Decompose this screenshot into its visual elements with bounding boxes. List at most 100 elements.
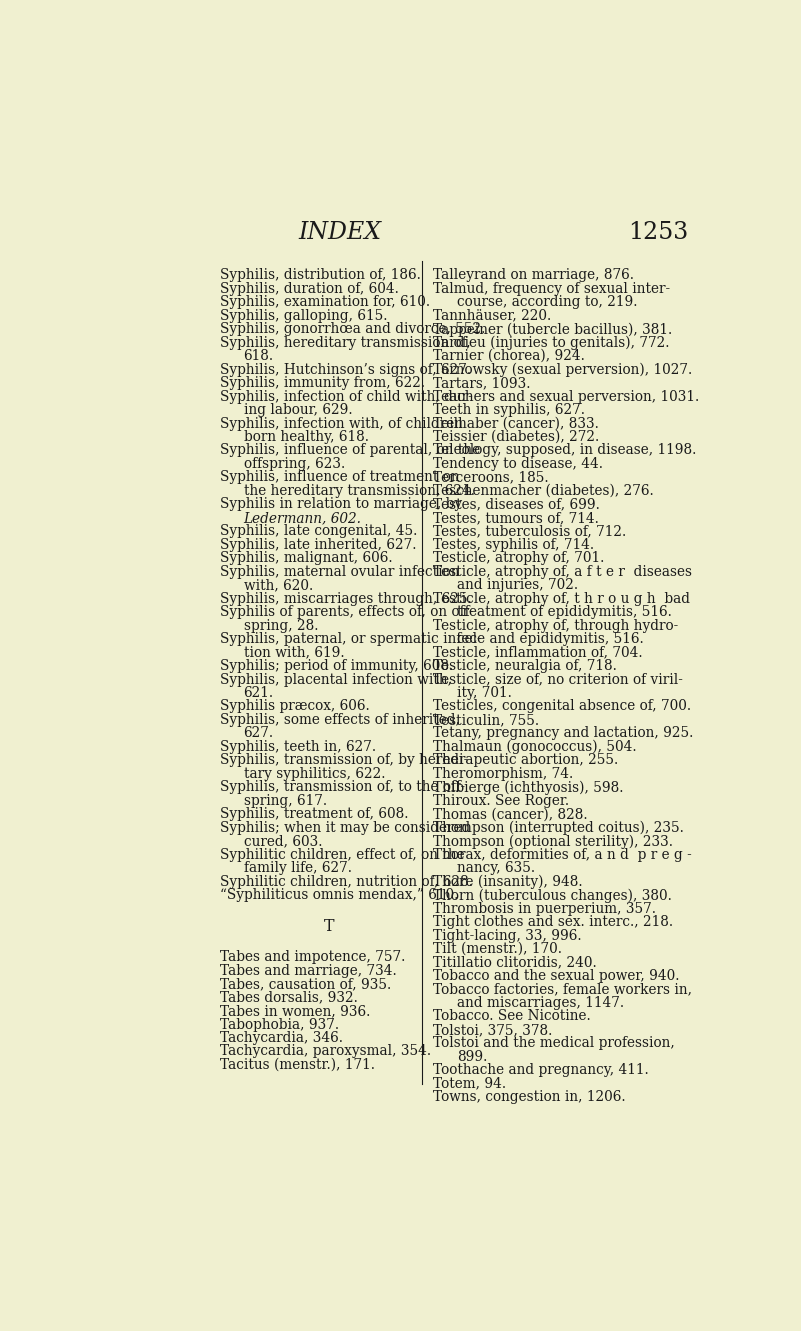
Text: Testicle, atrophy of, t h r o u g h  bad: Testicle, atrophy of, t h r o u g h bad <box>433 592 690 606</box>
Text: Thompson (interrupted coitus), 235.: Thompson (interrupted coitus), 235. <box>433 821 684 835</box>
Text: Teachers and sexual perversion, 1031.: Teachers and sexual perversion, 1031. <box>433 390 699 403</box>
Text: cured, 603.: cured, 603. <box>244 835 322 848</box>
Text: course, according to, 219.: course, according to, 219. <box>457 295 637 309</box>
Text: Syphilis, Hutchinson’s signs of, 627.: Syphilis, Hutchinson’s signs of, 627. <box>220 362 471 377</box>
Text: Syphilis, influence of treatment on: Syphilis, influence of treatment on <box>220 470 460 484</box>
Text: tary syphilitics, 622.: tary syphilitics, 622. <box>244 767 385 781</box>
Text: Syphilis, transmission of, to the off-: Syphilis, transmission of, to the off- <box>220 780 465 795</box>
Text: T: T <box>324 918 334 934</box>
Text: Syphilis, galloping, 615.: Syphilis, galloping, 615. <box>220 309 388 322</box>
Text: Thorax, deformities of, a n d  p r e g -: Thorax, deformities of, a n d p r e g - <box>433 848 692 861</box>
Text: Toothache and pregnancy, 411.: Toothache and pregnancy, 411. <box>433 1063 649 1077</box>
Text: Testicle, atrophy of, a f t e r  diseases: Testicle, atrophy of, a f t e r diseases <box>433 564 692 579</box>
Text: Testes, diseases of, 699.: Testes, diseases of, 699. <box>433 498 600 511</box>
Text: Theromorphism, 74.: Theromorphism, 74. <box>433 767 574 781</box>
Text: 899.: 899. <box>457 1050 487 1063</box>
Text: cele and epididymitis, 516.: cele and epididymitis, 516. <box>457 632 643 646</box>
Text: Thore (insanity), 948.: Thore (insanity), 948. <box>433 874 583 889</box>
Text: Syphilis, paternal, or spermatic infec-: Syphilis, paternal, or spermatic infec- <box>220 632 482 646</box>
Text: Talleyrand on marriage, 876.: Talleyrand on marriage, 876. <box>433 269 634 282</box>
Text: Ledermann, 602.: Ledermann, 602. <box>244 511 361 524</box>
Text: Testes, tumours of, 714.: Testes, tumours of, 714. <box>433 511 599 524</box>
Text: with, 620.: with, 620. <box>244 578 312 592</box>
Text: Tarnowsky (sexual perversion), 1027.: Tarnowsky (sexual perversion), 1027. <box>433 362 693 377</box>
Text: Syphilis; period of immunity, 608.: Syphilis; period of immunity, 608. <box>220 659 453 673</box>
Text: Syphilis, late congenital, 45.: Syphilis, late congenital, 45. <box>220 524 417 538</box>
Text: Syphilis in relation to marriage, by: Syphilis in relation to marriage, by <box>220 498 462 511</box>
Text: Talmud, frequency of sexual inter-: Talmud, frequency of sexual inter- <box>433 282 670 295</box>
Text: Tacitus (menstr.), 171.: Tacitus (menstr.), 171. <box>220 1058 375 1071</box>
Text: offspring, 623.: offspring, 623. <box>244 457 344 471</box>
Text: Teissier (diabetes), 272.: Teissier (diabetes), 272. <box>433 430 600 445</box>
Text: Syphilis, some effects of inherited,: Syphilis, some effects of inherited, <box>220 713 460 727</box>
Text: 627.: 627. <box>244 727 274 740</box>
Text: Syphilis, malignant, 606.: Syphilis, malignant, 606. <box>220 551 392 566</box>
Text: Syphilis, maternal ovular infection: Syphilis, maternal ovular infection <box>220 564 460 579</box>
Text: spring, 28.: spring, 28. <box>244 619 318 632</box>
Text: Thompson (optional sterility), 233.: Thompson (optional sterility), 233. <box>433 835 674 849</box>
Text: Tabophobia, 937.: Tabophobia, 937. <box>220 1017 340 1032</box>
Text: Tolstoi and the medical profession,: Tolstoi and the medical profession, <box>433 1037 675 1050</box>
Text: Tachycardia, 346.: Tachycardia, 346. <box>220 1032 344 1045</box>
Text: Teilhaber (cancer), 833.: Teilhaber (cancer), 833. <box>433 417 599 430</box>
Text: INDEX: INDEX <box>299 221 382 245</box>
Text: the hereditary transmission, 624.: the hereditary transmission, 624. <box>244 484 474 498</box>
Text: Thomas (cancer), 828.: Thomas (cancer), 828. <box>433 808 588 821</box>
Text: Thibierge (ichthyosis), 598.: Thibierge (ichthyosis), 598. <box>433 780 624 795</box>
Text: Testicle, neuralgia of, 718.: Testicle, neuralgia of, 718. <box>433 659 618 673</box>
Text: Tannhäuser, 220.: Tannhäuser, 220. <box>433 309 552 322</box>
Text: Teeth in syphilis, 627.: Teeth in syphilis, 627. <box>433 403 586 417</box>
Text: “Syphiliticus omnis mendax,” 610.: “Syphiliticus omnis mendax,” 610. <box>220 888 459 902</box>
Text: Tabes in women, 936.: Tabes in women, 936. <box>220 1004 371 1018</box>
Text: Syphilitic children, nutrition of, 628.: Syphilitic children, nutrition of, 628. <box>220 874 473 889</box>
Text: Teleology, supposed, in disease, 1198.: Teleology, supposed, in disease, 1198. <box>433 443 697 458</box>
Text: born healthy, 618.: born healthy, 618. <box>244 430 368 445</box>
Text: ing labour, 629.: ing labour, 629. <box>244 403 352 417</box>
Text: Tolstoi, 375, 378.: Tolstoi, 375, 378. <box>433 1024 553 1037</box>
Text: spring, 617.: spring, 617. <box>244 793 327 808</box>
Text: Tartars, 1093.: Tartars, 1093. <box>433 377 531 390</box>
Text: Syphilis, gonorrhœa and divorce, 552.: Syphilis, gonorrhœa and divorce, 552. <box>220 322 485 337</box>
Text: Towns, congestion in, 1206.: Towns, congestion in, 1206. <box>433 1090 626 1105</box>
Text: 1253: 1253 <box>628 221 688 245</box>
Text: Thalmaun (gonococcus), 504.: Thalmaun (gonococcus), 504. <box>433 740 637 755</box>
Text: Testicle, size of, no criterion of viril-: Testicle, size of, no criterion of viril… <box>433 672 683 687</box>
Text: Testes, syphilis of, 714.: Testes, syphilis of, 714. <box>433 538 594 552</box>
Text: Testicle, atrophy of, 701.: Testicle, atrophy of, 701. <box>433 551 605 566</box>
Text: and injuries, 702.: and injuries, 702. <box>457 578 578 592</box>
Text: Thorn (tuberculous changes), 380.: Thorn (tuberculous changes), 380. <box>433 888 672 902</box>
Text: Syphilis, examination for, 610.: Syphilis, examination for, 610. <box>220 295 430 309</box>
Text: Syphilis, hereditary transmission of,: Syphilis, hereditary transmission of, <box>220 335 471 350</box>
Text: Tight-lacing, 33, 996.: Tight-lacing, 33, 996. <box>433 929 582 942</box>
Text: Syphilis of parents, effects of, on off-: Syphilis of parents, effects of, on off- <box>220 606 474 619</box>
Text: Syphilis, placental infection with,: Syphilis, placental infection with, <box>220 672 453 687</box>
Text: Therapeutic abortion, 255.: Therapeutic abortion, 255. <box>433 753 618 768</box>
Text: treatment of epididymitis, 516.: treatment of epididymitis, 516. <box>457 606 671 619</box>
Text: Tarnier (chorea), 924.: Tarnier (chorea), 924. <box>433 349 586 363</box>
Text: Syphilis, late inherited, 627.: Syphilis, late inherited, 627. <box>220 538 417 552</box>
Text: Syphilis, distribution of, 186.: Syphilis, distribution of, 186. <box>220 269 421 282</box>
Text: Tobacco factories, female workers in,: Tobacco factories, female workers in, <box>433 982 692 997</box>
Text: Tachycardia, paroxysmal, 354.: Tachycardia, paroxysmal, 354. <box>220 1045 432 1058</box>
Text: Syphilis, infection with, of children: Syphilis, infection with, of children <box>220 417 463 430</box>
Text: Tabes and impotence, 757.: Tabes and impotence, 757. <box>220 950 405 964</box>
Text: Syphilis, duration of, 604.: Syphilis, duration of, 604. <box>220 282 399 295</box>
Text: Syphilis, immunity from, 622.: Syphilis, immunity from, 622. <box>220 377 425 390</box>
Text: Syphilis, miscarriages through, 625.: Syphilis, miscarriages through, 625. <box>220 592 472 606</box>
Text: Totem, 94.: Totem, 94. <box>433 1077 506 1091</box>
Text: Syphilis, transmission of, by heredi-: Syphilis, transmission of, by heredi- <box>220 753 469 768</box>
Text: Teschenmacher (diabetes), 276.: Teschenmacher (diabetes), 276. <box>433 484 654 498</box>
Text: Syphilis, treatment of, 608.: Syphilis, treatment of, 608. <box>220 808 409 821</box>
Text: Testiculin, 755.: Testiculin, 755. <box>433 713 540 727</box>
Text: Tilt (menstr.), 170.: Tilt (menstr.), 170. <box>433 942 562 956</box>
Text: family life, 627.: family life, 627. <box>244 861 352 876</box>
Text: Tendency to disease, 44.: Tendency to disease, 44. <box>433 457 603 471</box>
Text: ity, 701.: ity, 701. <box>457 685 512 700</box>
Text: Testicle, atrophy of, through hydro-: Testicle, atrophy of, through hydro- <box>433 619 678 632</box>
Text: and miscarriages, 1147.: and miscarriages, 1147. <box>457 996 624 1010</box>
Text: Tabes dorsalis, 932.: Tabes dorsalis, 932. <box>220 990 358 1005</box>
Text: nancy, 635.: nancy, 635. <box>457 861 535 876</box>
Text: Testes, tuberculosis of, 712.: Testes, tuberculosis of, 712. <box>433 524 626 538</box>
Text: Tabes and marriage, 734.: Tabes and marriage, 734. <box>220 964 397 977</box>
Text: Syphilis præcox, 606.: Syphilis præcox, 606. <box>220 700 370 713</box>
